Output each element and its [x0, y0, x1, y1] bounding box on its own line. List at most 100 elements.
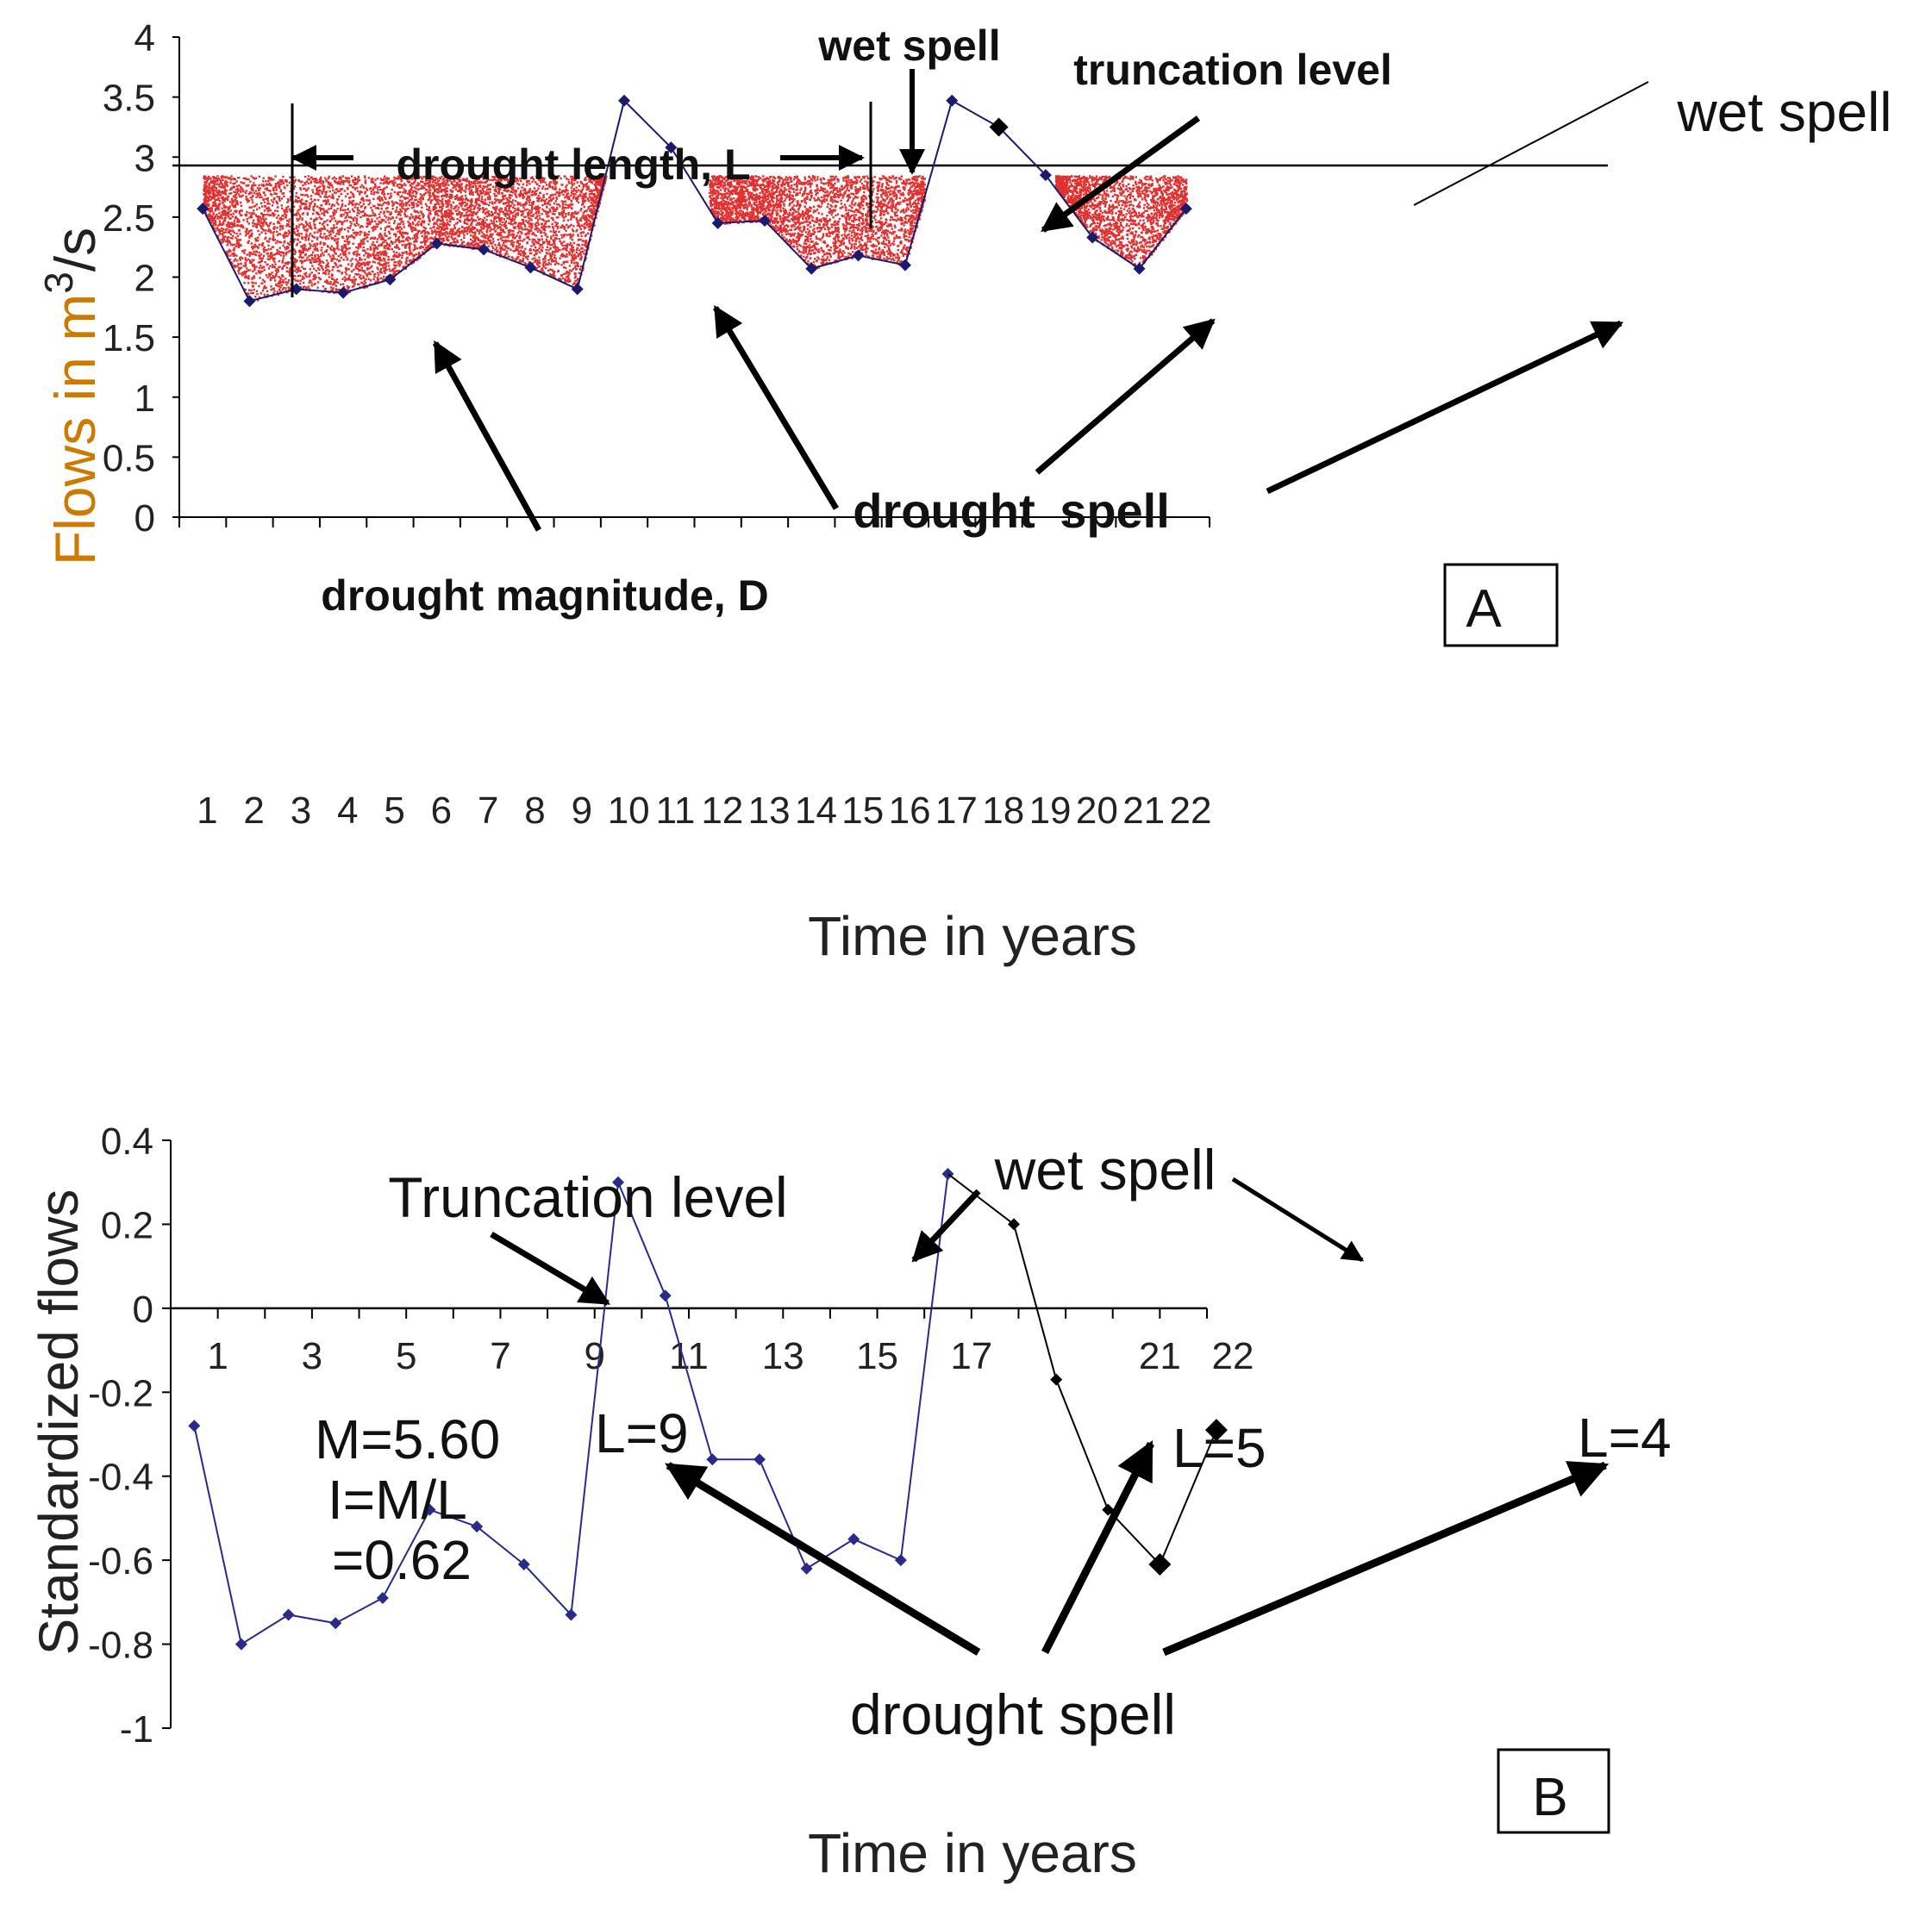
stipple-dot: [301, 244, 304, 247]
stipple-dot: [260, 196, 263, 198]
stipple-dot: [583, 253, 585, 255]
stipple-dot: [434, 229, 436, 232]
stipple-dot: [561, 208, 564, 210]
stipple-dot: [498, 232, 501, 234]
stipple-dot: [332, 211, 335, 214]
stipple-dot: [509, 197, 512, 200]
stipple-dot: [542, 194, 545, 197]
stipple-dot: [579, 253, 582, 256]
stipple-dot: [430, 236, 433, 239]
stipple-dot: [447, 200, 449, 203]
stipple-dot: [365, 263, 368, 265]
stipple-dot: [481, 197, 484, 201]
stipple-dot: [247, 292, 249, 295]
stipple-dot: [491, 237, 495, 240]
stipple-dot: [273, 277, 276, 279]
stipple-dot: [482, 203, 485, 205]
stipple-dot: [251, 278, 253, 280]
stipple-dot: [424, 182, 428, 184]
stipple-dot: [445, 201, 447, 203]
stipple-dot: [555, 206, 559, 209]
stipple-dot: [451, 180, 453, 184]
stipple-dot: [361, 210, 365, 214]
stipple-dot: [302, 286, 305, 290]
stipple-dot: [271, 199, 273, 202]
stipple-dot: [466, 219, 469, 222]
stipple-dot: [572, 215, 576, 219]
stipple-dot: [228, 207, 231, 209]
stipple-dot: [428, 215, 430, 219]
stipple-dot: [310, 228, 313, 230]
stipple-dot: [434, 207, 436, 209]
stipple-dot: [336, 269, 340, 272]
stipple-dot: [271, 204, 274, 207]
stipple-dot: [347, 203, 350, 206]
stipple-dot: [503, 240, 505, 242]
stipple-dot: [366, 275, 369, 278]
stipple-dot: [365, 237, 368, 240]
stipple-dot: [463, 244, 466, 247]
stipple-dot: [545, 263, 548, 265]
stipple-dot: [234, 258, 236, 261]
stipple-dot: [311, 178, 315, 180]
stipple-dot: [309, 273, 311, 276]
stipple-dot: [281, 215, 284, 217]
stipple-dot: [263, 201, 266, 203]
stipple-dot: [557, 216, 560, 219]
stipple-dot: [355, 222, 359, 224]
stipple-dot: [382, 190, 385, 193]
stipple-dot: [583, 210, 586, 213]
stipple-dot: [570, 203, 572, 206]
stipple-dot: [580, 255, 583, 259]
stipple-dot: [271, 272, 273, 274]
stipple-dot: [434, 178, 437, 182]
stipple-dot: [212, 216, 215, 219]
stipple-dot: [287, 279, 291, 282]
stipple-dot: [364, 190, 366, 193]
stipple-dot: [372, 254, 376, 257]
stipple-dot: [523, 253, 527, 256]
stipple-dot: [466, 229, 469, 233]
stipple-dot: [581, 243, 584, 247]
stipple-dot: [248, 212, 251, 215]
stipple-dot: [544, 210, 547, 213]
stipple-dot: [378, 244, 380, 247]
stipple-dot: [232, 234, 234, 238]
stipple-dot: [502, 230, 504, 233]
stipple-dot: [212, 213, 215, 215]
stipple-dot: [324, 210, 327, 214]
stipple-dot: [523, 262, 527, 265]
stipple-dot: [505, 227, 508, 229]
stipple-dot: [322, 252, 324, 254]
stipple-dot: [440, 183, 443, 185]
stipple-dot: [203, 184, 206, 187]
stipple-dot: [585, 220, 588, 222]
stipple-dot: [260, 282, 264, 284]
stipple-dot: [551, 216, 554, 220]
stipple-dot: [274, 184, 278, 187]
stipple-dot: [302, 224, 305, 227]
stipple-dot: [460, 229, 464, 232]
stipple-dot: [244, 288, 247, 291]
stipple-dot: [554, 209, 557, 213]
stipple-dot: [371, 227, 373, 229]
stipple-dot: [304, 183, 307, 185]
stipple-dot: [352, 242, 354, 245]
stipple-dot: [295, 233, 297, 236]
stipple-dot: [427, 191, 430, 194]
stipple-dot: [429, 242, 433, 245]
stipple-dot: [265, 236, 267, 239]
stipple-dot: [541, 267, 543, 270]
stipple-dot: [384, 234, 386, 237]
stipple-dot: [333, 209, 336, 212]
stipple-dot: [421, 194, 423, 197]
stipple-dot: [333, 224, 335, 227]
stipple-dot: [270, 252, 273, 254]
stipple-dot: [321, 217, 323, 221]
stipple-dot: [404, 209, 407, 213]
stipple-dot: [281, 228, 284, 230]
stipple-dot: [577, 189, 580, 191]
stipple-dot: [299, 215, 302, 219]
stipple-dot: [367, 272, 370, 275]
stipple-dot: [475, 203, 478, 205]
